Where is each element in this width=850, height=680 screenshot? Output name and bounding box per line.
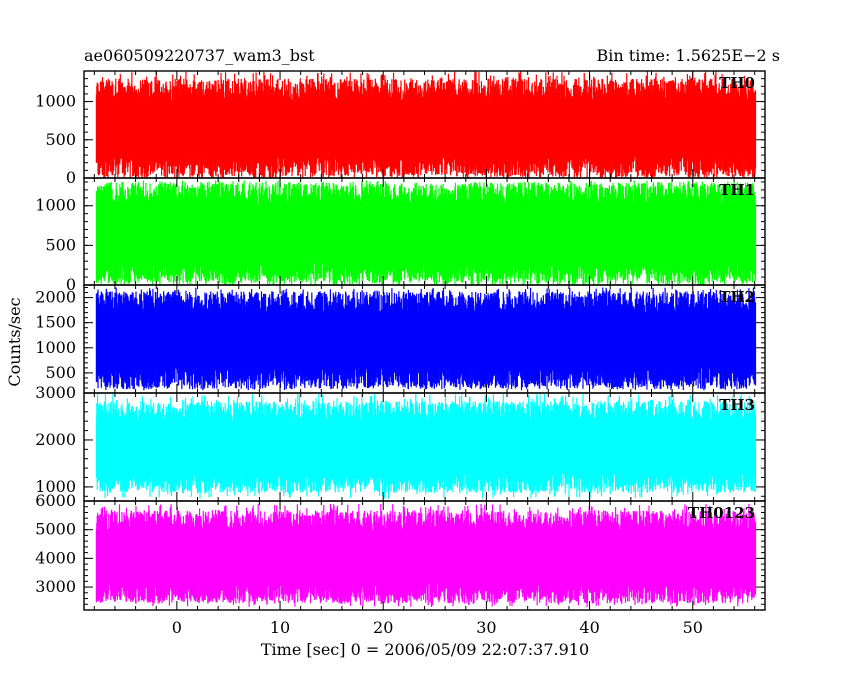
x-tick-label: 0 xyxy=(172,618,182,637)
series-th3 xyxy=(95,393,757,499)
chart-title-left: ae060509220737_wam3_bst xyxy=(84,46,315,65)
y-tick-label-th3: 3000 xyxy=(35,383,76,402)
x-tick-label: 10 xyxy=(270,618,290,637)
series-th0 xyxy=(95,71,757,178)
y-tick-label-th0123: 4000 xyxy=(35,548,76,567)
panel-label-th3: TH3 xyxy=(719,396,755,414)
y-tick-label-th0123: 6000 xyxy=(35,491,76,510)
y-tick-label-th1: 0 xyxy=(66,275,76,294)
panel-label-th0123: TH0123 xyxy=(688,504,755,522)
panels-group: TH005001000TH105001000TH2500100015002000… xyxy=(35,70,766,637)
panel-label-th1: TH1 xyxy=(719,181,755,199)
series-th1 xyxy=(95,180,757,285)
x-axis-title: Time [sec] 0 = 2006/05/09 22:07:37.910 xyxy=(261,640,589,659)
x-tick-label: 50 xyxy=(683,618,703,637)
panel-label-th2: TH2 xyxy=(719,288,755,306)
y-tick-label-th3: 2000 xyxy=(35,430,76,449)
panel-label-th0: TH0 xyxy=(719,74,755,92)
y-tick-label-th1: 1000 xyxy=(35,196,76,215)
y-tick-label-th0: 0 xyxy=(66,168,76,187)
y-tick-label-th0: 500 xyxy=(45,130,76,149)
y-tick-label-th0: 1000 xyxy=(35,92,76,111)
y-tick-label-th2: 1500 xyxy=(35,313,76,332)
series-th0123 xyxy=(95,503,757,608)
y-tick-label-th1: 500 xyxy=(45,235,76,254)
y-tick-label-th2: 2000 xyxy=(35,288,76,307)
x-tick-label: 20 xyxy=(373,618,393,637)
y-axis-title: Counts/sec xyxy=(5,297,24,386)
x-tick-label: 30 xyxy=(476,618,496,637)
y-tick-label-th0123: 3000 xyxy=(35,577,76,596)
y-tick-label-th3: 1000 xyxy=(35,477,76,496)
x-tick-label: 40 xyxy=(579,618,599,637)
y-tick-label-th2: 500 xyxy=(45,363,76,382)
chart-title-right: Bin time: 1.5625E−2 s xyxy=(597,46,780,65)
y-tick-label-th2: 1000 xyxy=(35,338,76,357)
series-th2 xyxy=(95,287,757,391)
y-tick-label-th0123: 5000 xyxy=(35,520,76,539)
